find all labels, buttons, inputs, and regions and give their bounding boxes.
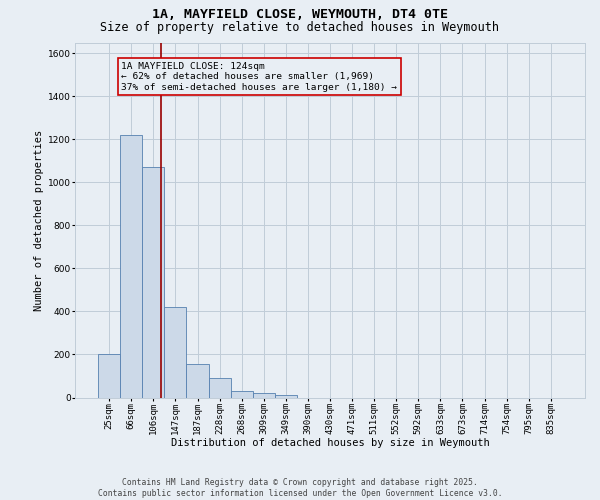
Text: 1A MAYFIELD CLOSE: 124sqm
← 62% of detached houses are smaller (1,969)
37% of se: 1A MAYFIELD CLOSE: 124sqm ← 62% of detac…	[121, 62, 397, 92]
Bar	[275, 396, 297, 398]
Text: Contains HM Land Registry data © Crown copyright and database right 2025.
Contai: Contains HM Land Registry data © Crown c…	[98, 478, 502, 498]
Bar	[230, 391, 253, 398]
Bar	[98, 354, 120, 398]
Bar	[187, 364, 209, 398]
Bar	[209, 378, 230, 398]
Y-axis label: Number of detached properties: Number of detached properties	[34, 130, 44, 310]
Bar	[253, 393, 275, 398]
Bar	[142, 168, 164, 398]
Text: Size of property relative to detached houses in Weymouth: Size of property relative to detached ho…	[101, 21, 499, 34]
Text: 1A, MAYFIELD CLOSE, WEYMOUTH, DT4 0TE: 1A, MAYFIELD CLOSE, WEYMOUTH, DT4 0TE	[152, 8, 448, 20]
X-axis label: Distribution of detached houses by size in Weymouth: Distribution of detached houses by size …	[170, 438, 490, 448]
Bar	[164, 307, 187, 398]
Bar	[120, 135, 142, 398]
